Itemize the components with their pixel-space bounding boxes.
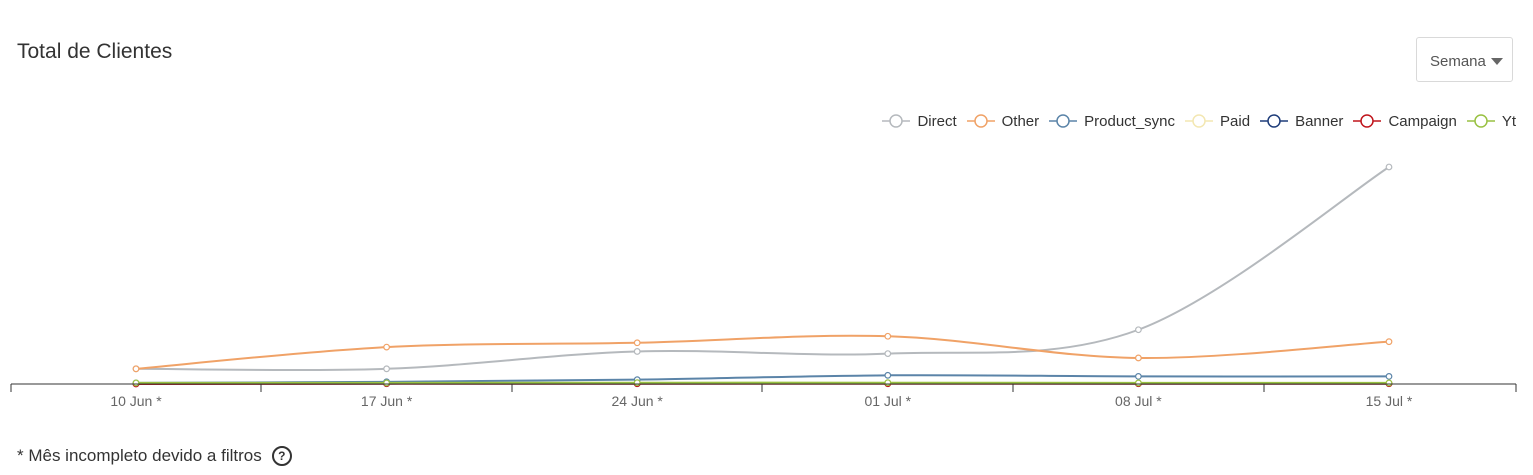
- x-tick-label: 10 Jun *: [110, 393, 162, 409]
- data-point-other[interactable]: [884, 332, 892, 340]
- line-chart: 10 Jun * 17 Jun * 24 Jun * 01 Jul * 08 Jul *…: [10, 163, 1517, 409]
- data-point-other[interactable]: [383, 343, 391, 351]
- series-other: [132, 332, 1393, 373]
- data-point-yt[interactable]: [633, 379, 641, 387]
- legend-marker-icon: [1466, 114, 1495, 128]
- chart-title: Total de Clientes: [17, 40, 173, 63]
- legend-marker-icon: [882, 114, 911, 128]
- legend-item-product-sync[interactable]: Product_sync: [1048, 113, 1175, 130]
- data-point-other[interactable]: [132, 365, 140, 373]
- data-point-other[interactable]: [1385, 338, 1393, 346]
- data-point-direct[interactable]: [1385, 163, 1393, 171]
- data-point-other[interactable]: [633, 339, 641, 347]
- legend-item-other[interactable]: Other: [966, 112, 1040, 130]
- series-line-other: [135, 334, 1390, 370]
- legend-label: Product_sync: [1084, 112, 1176, 130]
- footnote-text: * Mês incompleto devido a filtros: [17, 446, 262, 465]
- legend-item-direct[interactable]: Direct: [881, 112, 957, 130]
- x-tick-label: 01 Jul *: [864, 393, 911, 409]
- legend-item-campaign[interactable]: Campaign: [1352, 112, 1457, 130]
- legend-item-banner[interactable]: Banner: [1259, 113, 1343, 130]
- legend-label: Yt: [1501, 112, 1516, 130]
- data-point-yt[interactable]: [1134, 379, 1142, 387]
- caret-down-icon: [1491, 58, 1503, 65]
- legend-marker-icon: [966, 114, 995, 128]
- legend-label: Banner: [1295, 112, 1344, 130]
- data-point-direct[interactable]: [383, 365, 391, 373]
- data-point-direct[interactable]: [884, 350, 892, 358]
- data-point-direct[interactable]: [1134, 326, 1142, 334]
- footnote: * Mês incompleto devido a filtros ?: [17, 446, 292, 466]
- legend-marker-icon: [1353, 114, 1382, 128]
- series-layer: [132, 163, 1393, 388]
- data-point-product-sync[interactable]: [1134, 373, 1142, 380]
- x-tick-label: 15 Jul *: [1366, 393, 1413, 409]
- legend-label: Paid: [1220, 112, 1251, 130]
- period-select-value: Semana: [1430, 53, 1486, 70]
- chart-legend: Direct Other Product_sync Paid Banner Campaig…: [881, 111, 1516, 131]
- legend-label: Campaign: [1388, 112, 1457, 130]
- data-point-yt[interactable]: [1385, 379, 1393, 387]
- legend-item-yt[interactable]: Yt: [1466, 113, 1516, 130]
- series-line-direct: [135, 166, 1390, 372]
- series-direct: [132, 163, 1393, 373]
- x-tick-label: 24 Jun *: [612, 393, 664, 409]
- question-circle-icon[interactable]: ?: [271, 446, 292, 466]
- legend-item-paid[interactable]: Paid: [1184, 113, 1250, 130]
- legend-marker-icon: [1049, 114, 1078, 128]
- x-axis-ticks: 10 Jun * 17 Jun * 24 Jun * 01 Jul * 08 Jul *…: [10, 384, 1517, 409]
- data-point-product-sync[interactable]: [1385, 373, 1393, 380]
- data-point-direct[interactable]: [633, 348, 641, 355]
- data-point-yt[interactable]: [884, 379, 892, 387]
- data-point-yt[interactable]: [132, 379, 140, 387]
- legend-marker-icon: [1260, 114, 1289, 128]
- data-point-yt[interactable]: [383, 379, 391, 387]
- x-tick-label: 08 Jul *: [1115, 393, 1162, 409]
- data-point-other[interactable]: [1134, 354, 1142, 362]
- legend-marker-icon: [1185, 114, 1214, 128]
- data-point-product-sync[interactable]: [884, 371, 892, 379]
- legend-label: Other: [1001, 112, 1040, 130]
- period-select[interactable]: Semana: [1416, 37, 1513, 82]
- legend-label: Direct: [917, 112, 957, 130]
- x-tick-label: 17 Jun *: [361, 393, 413, 409]
